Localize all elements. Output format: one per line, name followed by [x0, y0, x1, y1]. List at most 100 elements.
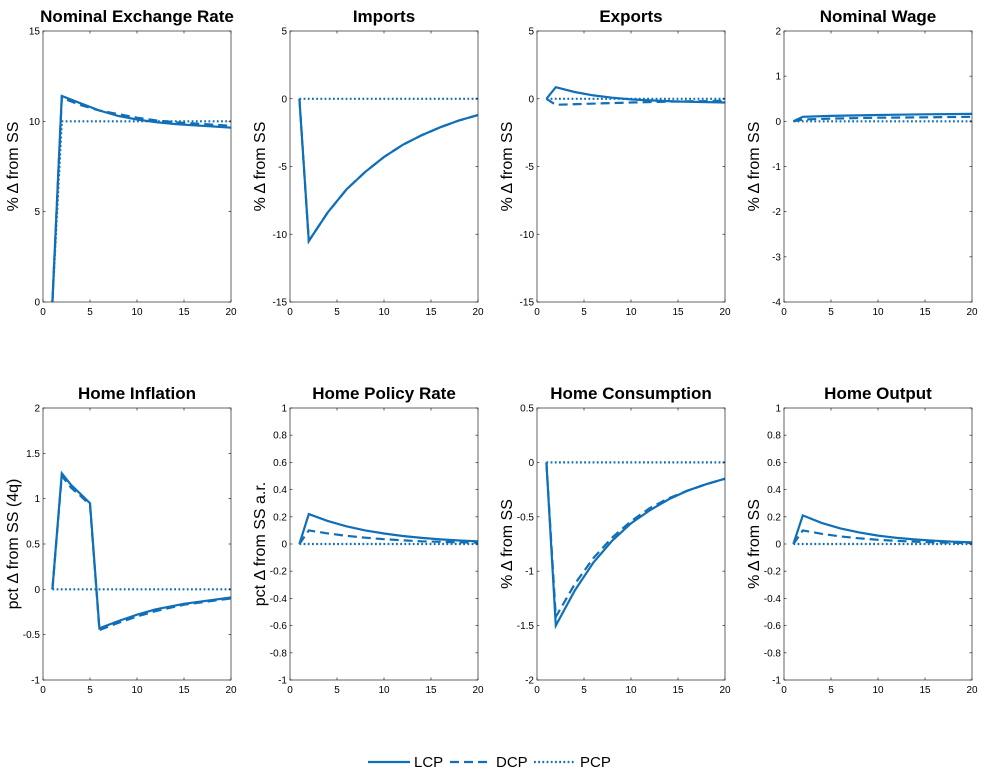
y-tick-label: 1 — [281, 404, 287, 415]
y-tick-label: -1 — [772, 162, 781, 173]
series-line-lcp — [298, 98, 478, 245]
y-tick-label: 1 — [775, 72, 781, 83]
series-line-dcp — [792, 529, 972, 545]
panel-6: 0 5 10 15 20 -1 -0.8 -0.6 -0.4 -0.2 0 0.2 0.4 0.6 0.8 1… — [252, 384, 484, 696]
y-tick-label: 0 — [528, 458, 534, 469]
series-line-pcp — [51, 120, 231, 302]
y-tick-label: 15 — [29, 27, 41, 38]
panel-series — [792, 513, 972, 546]
y-tick-label: -1 — [278, 676, 287, 687]
x-tick-label: 15 — [919, 307, 931, 318]
x-tick-label: 20 — [225, 307, 237, 318]
y-tick-label: 0.5 — [520, 404, 534, 415]
series-line-lcp — [545, 85, 725, 104]
panel-series — [51, 94, 231, 302]
y-tick-label: 0 — [34, 298, 40, 309]
panel-title: Imports — [353, 7, 415, 26]
y-tick-label: 0.6 — [767, 458, 781, 469]
legend-box — [355, 750, 627, 772]
y-tick-label: -0.5 — [517, 512, 535, 523]
y-tick-label: 1.5 — [26, 449, 40, 460]
y-tick-label: -15 — [520, 298, 535, 309]
panel-title: Home Policy Rate — [312, 384, 456, 403]
x-tick-label: 5 — [334, 307, 340, 318]
x-tick-label: 20 — [225, 685, 237, 696]
y-tick-label: -3 — [772, 252, 781, 263]
series-line-dcp — [545, 97, 725, 106]
y-tick-label: -5 — [278, 162, 287, 173]
series-line-dcp — [298, 98, 478, 245]
y-tick-label: 0.5 — [26, 540, 40, 551]
x-tick-label: 10 — [378, 307, 390, 318]
y-tick-label: 0 — [528, 94, 534, 105]
series-line-lcp — [51, 94, 231, 302]
x-tick-label: 5 — [581, 307, 587, 318]
y-axis-label: % Δ from SS — [499, 499, 516, 589]
y-tick-label: 1 — [775, 404, 781, 415]
y-tick-label: 10 — [29, 117, 41, 128]
axes-box — [536, 30, 726, 303]
panel-series — [792, 112, 972, 123]
series-line-lcp — [298, 512, 478, 545]
y-axis-label: % Δ from SS — [252, 122, 269, 212]
y-tick-label: -10 — [273, 230, 288, 241]
series-line-lcp — [545, 462, 725, 630]
y-tick-label: 2 — [34, 404, 40, 415]
y-tick-label: 0.8 — [767, 431, 781, 442]
legend-label-lcp: LCP — [414, 754, 443, 771]
y-axis-label: % Δ from SS — [746, 499, 763, 589]
y-axis-label: % Δ from SS — [746, 122, 763, 212]
y-tick-label: -2 — [772, 207, 781, 218]
x-tick-label: 0 — [534, 685, 540, 696]
series-line-lcp — [51, 470, 231, 630]
y-axis-label: % Δ from SS — [5, 122, 22, 212]
x-tick-label: 15 — [178, 307, 190, 318]
y-axis-label: pct Δ from SS (4q) — [5, 479, 22, 610]
x-tick-label: 5 — [87, 307, 93, 318]
x-tick-label: 5 — [828, 307, 834, 318]
panel-4: 0 5 10 15 20 -4 -3 -2 -1 0 1 2 Nominal Wage % Δ from … — [746, 7, 978, 318]
x-tick-label: 15 — [425, 685, 437, 696]
panel-5: 0 5 10 15 20 -1 -0.5 0 0.5 1 1.5 2 Home Inflation pct… — [5, 384, 237, 696]
axes-box — [783, 30, 973, 303]
legend-label-pcp: PCP — [580, 754, 611, 771]
legend-label-dcp: DCP — [496, 754, 528, 771]
x-tick-label: 15 — [425, 307, 437, 318]
x-tick-label: 20 — [719, 307, 731, 318]
y-tick-label: 0.6 — [273, 458, 287, 469]
y-tick-label: 0 — [281, 94, 287, 105]
y-axis-label: % Δ from SS — [499, 122, 516, 212]
y-axis-label: pct Δ from SS a.r. — [252, 482, 269, 607]
panel-series — [298, 512, 478, 546]
x-tick-label: 20 — [719, 685, 731, 696]
series-line-dcp — [793, 115, 972, 123]
y-tick-label: -2 — [525, 676, 534, 687]
panel-title: Home Inflation — [78, 384, 196, 403]
x-tick-label: 20 — [472, 685, 484, 696]
y-tick-label: -15 — [273, 298, 288, 309]
series-line-dcp — [298, 529, 478, 545]
axes-box — [536, 407, 726, 681]
axes-box — [42, 30, 232, 303]
y-tick-label: -0.2 — [764, 567, 782, 578]
y-tick-label: 0.8 — [273, 431, 287, 442]
x-tick-label: 10 — [378, 685, 390, 696]
panel-series — [545, 461, 725, 630]
panel-2: 0 5 10 15 20 -15 -10 -5 0 5 Imports % Δ from SS — [252, 7, 484, 318]
panel-series — [51, 470, 231, 632]
y-tick-label: 0 — [775, 540, 781, 551]
y-tick-label: 1 — [34, 494, 40, 505]
x-tick-label: 10 — [872, 685, 884, 696]
x-tick-label: 10 — [625, 307, 637, 318]
x-tick-label: 0 — [287, 685, 293, 696]
panel-series — [298, 97, 478, 245]
x-tick-label: 15 — [672, 685, 684, 696]
series-line-dcp — [51, 473, 231, 632]
y-tick-label: -1.5 — [517, 621, 535, 632]
y-tick-label: -0.4 — [764, 594, 782, 605]
series-line-lcp — [792, 112, 972, 123]
panel-title: Exports — [599, 7, 662, 26]
y-tick-label: 2 — [775, 27, 781, 38]
